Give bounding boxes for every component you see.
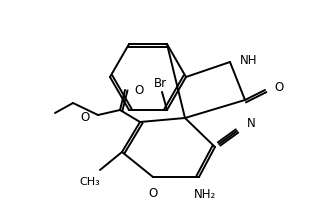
Text: Br: Br [154,77,167,90]
Text: O: O [81,111,90,123]
Text: NH₂: NH₂ [194,188,216,201]
Text: N: N [247,116,256,130]
Text: CH₃: CH₃ [80,177,100,187]
Text: O: O [274,81,283,93]
Text: O: O [134,84,143,96]
Text: NH: NH [240,54,258,66]
Text: O: O [149,187,158,200]
